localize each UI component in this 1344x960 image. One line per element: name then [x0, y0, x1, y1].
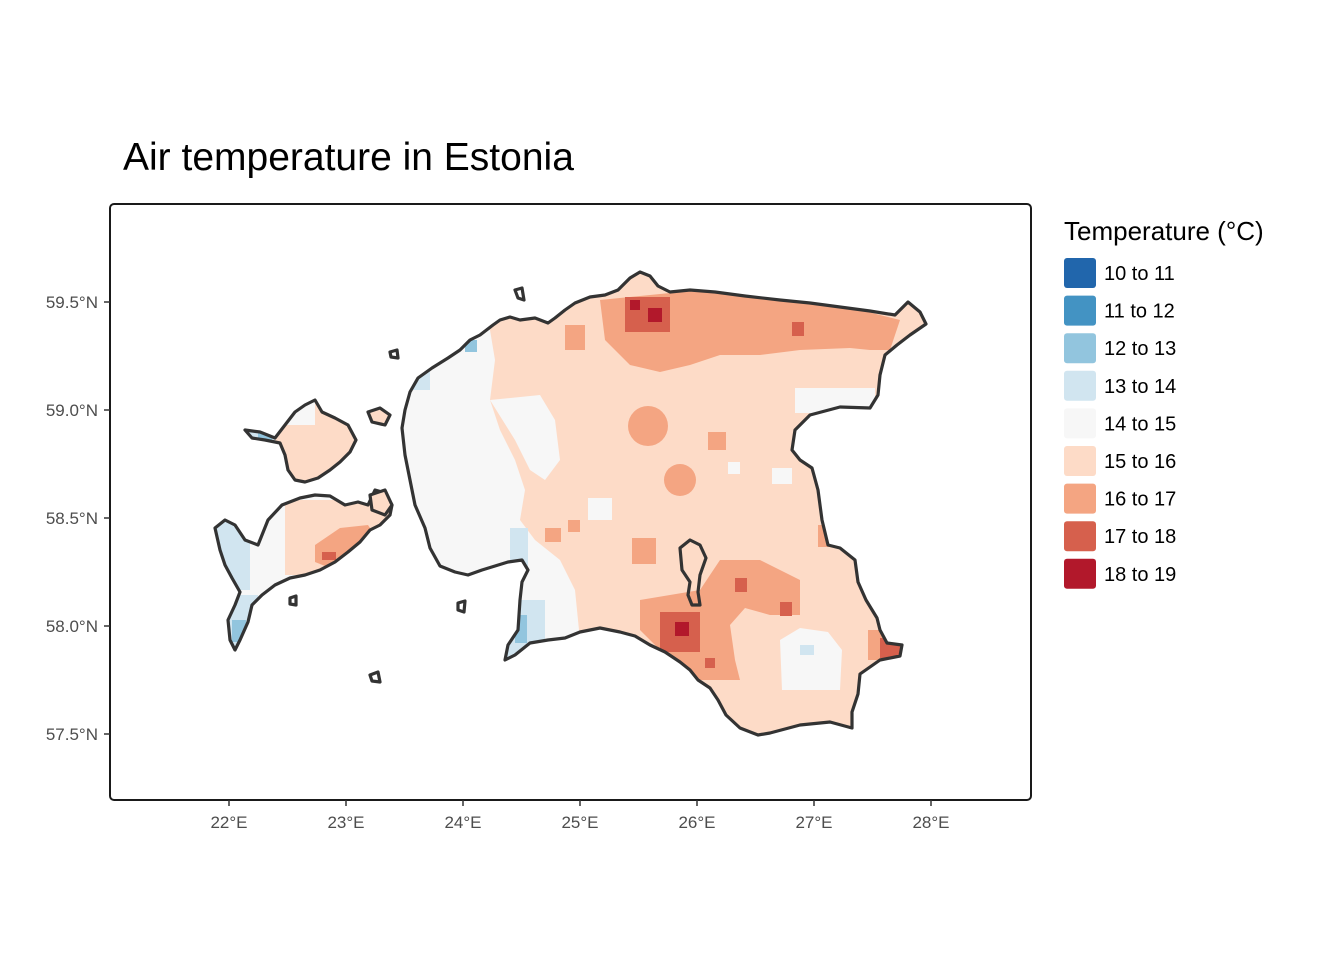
legend-label: 11 to 12	[1104, 301, 1175, 323]
island-muhu	[368, 488, 394, 517]
mainland-outline	[400, 270, 928, 737]
x-tick-label: 23°E	[327, 813, 364, 832]
legend-key	[1064, 521, 1096, 552]
y-tick-label: 58.5°N	[46, 509, 98, 528]
island-kihnu	[456, 599, 467, 614]
legend-key	[1064, 446, 1096, 476]
legend-label: 16 to 17	[1104, 489, 1176, 511]
legend-label: 13 to 14	[1104, 376, 1176, 398]
legend-label: 10 to 11	[1104, 263, 1175, 285]
legend-label: 17 to 18	[1104, 526, 1176, 548]
legend-key	[1064, 258, 1096, 288]
map-panel: 22°E 23°E 24°E 25°E 26°E 27°E 28°E 59.5°…	[46, 203, 1032, 832]
legend-label: 12 to 13	[1104, 338, 1176, 360]
x-axis: 22°E 23°E 24°E 25°E 26°E 27°E 28°E	[210, 800, 950, 832]
lake-outline	[678, 538, 708, 607]
legend-key	[1064, 370, 1096, 401]
x-tick-label: 24°E	[444, 813, 481, 832]
legend-title: Temperature (°C)	[1064, 216, 1264, 246]
x-tick-label: 22°E	[210, 813, 247, 832]
x-tick-label: 25°E	[561, 813, 598, 832]
y-tick-label: 59.5°N	[46, 293, 98, 312]
legend-items: 10 to 11 11 to 12 12 to 13 13 to 14 14 to 15…	[1064, 258, 1176, 589]
legend-label: 14 to 15	[1104, 413, 1176, 435]
legend-key	[1064, 408, 1096, 439]
island-osmussaar	[388, 348, 400, 360]
legend-key	[1064, 295, 1096, 326]
legend-key	[1064, 483, 1096, 514]
y-tick-label: 57.5°N	[46, 725, 98, 744]
y-tick-label: 59.0°N	[46, 401, 98, 420]
island-vormsi	[366, 406, 392, 427]
island-north-1	[513, 286, 526, 302]
legend-key	[1064, 333, 1096, 364]
chart-title: Air temperature in Estonia	[123, 136, 574, 179]
hiiumaa-outline	[243, 398, 358, 484]
legend-label: 15 to 16	[1104, 451, 1176, 473]
x-tick-label: 27°E	[795, 813, 832, 832]
saaremaa-outline	[213, 488, 394, 652]
y-tick-label: 58.0°N	[46, 617, 98, 636]
legend: Temperature (°C) 10 to 11 11 to 12 12 to 1…	[1064, 216, 1264, 589]
y-axis: 59.5°N 59.0°N 58.5°N 58.0°N 57.5°N	[46, 293, 110, 744]
legend-key	[1064, 558, 1096, 589]
island-abruka	[288, 594, 298, 607]
x-tick-label: 28°E	[912, 813, 949, 832]
legend-label: 18 to 19	[1104, 564, 1176, 586]
x-tick-label: 26°E	[678, 813, 715, 832]
island-ruhnu	[368, 670, 382, 684]
